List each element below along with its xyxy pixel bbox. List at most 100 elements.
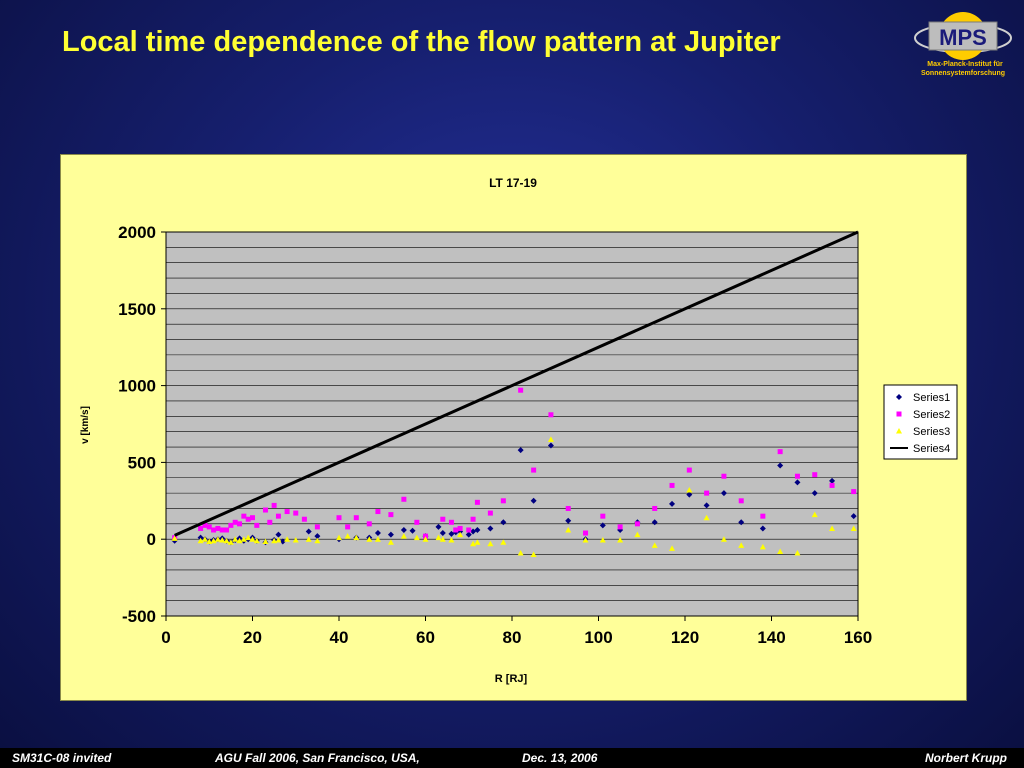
series2-point (548, 412, 554, 418)
legend-label: Series3 (913, 426, 950, 438)
legend-box (883, 384, 958, 460)
series3-point (223, 537, 230, 544)
series3-point (811, 511, 818, 518)
series3-point (422, 536, 429, 542)
series2-point (401, 496, 407, 502)
series2-point (388, 512, 394, 518)
series2-point (198, 525, 204, 531)
series3-point (720, 536, 727, 542)
series2-point (206, 524, 212, 530)
x-tick-label: 120 (671, 628, 699, 647)
series1-point (686, 491, 693, 498)
series3-point (271, 537, 278, 544)
series1-point (599, 522, 606, 529)
series3-point (171, 535, 178, 541)
series1-point (500, 519, 507, 526)
series4-line (174, 230, 859, 537)
x-tick-label: 140 (757, 628, 785, 647)
series3-point (448, 536, 455, 543)
series2-point (851, 489, 857, 495)
series3-point (617, 536, 624, 543)
series1-point (547, 442, 554, 449)
series2-point (336, 515, 342, 521)
series3-point (197, 537, 204, 544)
series3-point (738, 542, 745, 548)
series1-point (400, 526, 407, 533)
series3-point (314, 537, 321, 544)
footer-bar: SM31C-08 invited AGU Fall 2006, San Fran… (0, 748, 1024, 768)
series2-point (423, 533, 428, 539)
series2-point (760, 513, 766, 519)
series2-point (314, 524, 320, 530)
chart-area: -500 0 500 1000 1500 2000 0 20 40 60 80 100 120 140 16… (60, 154, 967, 701)
series3-point (794, 550, 801, 556)
series1-point (811, 490, 818, 497)
series1-point (448, 530, 455, 537)
series3-point (686, 487, 693, 493)
y-axis-label: v [km/s] (80, 406, 91, 444)
series1-point (314, 533, 321, 540)
x-tick-label: 0 (161, 628, 170, 647)
y-tick-label: 500 (128, 453, 156, 472)
series1-point (720, 490, 727, 497)
series1-point (387, 531, 394, 538)
series3-point (470, 540, 477, 547)
series2-point (375, 509, 381, 515)
series2-point (440, 516, 446, 522)
series2-point (262, 507, 268, 513)
series2-point (228, 522, 234, 528)
series3-point (253, 537, 260, 544)
series3-point (530, 551, 537, 558)
series2-point (271, 502, 277, 508)
legend-marker (896, 428, 902, 434)
series2-point (583, 530, 589, 536)
series2-point (518, 387, 524, 393)
series2-point (466, 527, 472, 533)
footer-meeting: AGU Fall 2006, San Francisco, USA, (215, 751, 420, 765)
x-axis-label: R [RJ] (495, 673, 528, 685)
footer-session: SM31C-08 invited (12, 751, 112, 765)
x-tick-label: 20 (243, 628, 262, 647)
series1-point (374, 530, 381, 537)
series2-point (366, 521, 372, 527)
series1-point (777, 462, 784, 469)
series2-point (652, 505, 658, 511)
series1-point (530, 497, 537, 504)
series2-point (353, 515, 359, 521)
series3-point (547, 436, 554, 442)
series3-point (435, 534, 442, 541)
x-tick-label: 40 (330, 628, 349, 647)
series2-point (275, 513, 281, 519)
series1-point (487, 525, 494, 532)
series2-point (219, 527, 225, 533)
series3-point (500, 539, 507, 545)
series3-point (565, 526, 572, 533)
series3-point (829, 525, 836, 531)
y-tick-label: 2000 (118, 223, 156, 242)
series3-point (387, 539, 394, 545)
series2-point (457, 525, 463, 531)
series3-point (249, 536, 256, 542)
series3-point (240, 536, 247, 542)
footer-author: Norbert Krupp (925, 751, 1007, 765)
mps-logo-graphic: MPS Max-Planck-Institut für Sonnensystem… (914, 12, 1012, 77)
series3-point (275, 536, 282, 543)
series3-point (353, 534, 360, 541)
series1-point (703, 502, 710, 509)
series3-point (201, 536, 208, 542)
series3-point (210, 537, 217, 544)
series2-point (600, 513, 606, 519)
series1-point (794, 479, 801, 486)
series2-point (245, 516, 251, 522)
series2-point (284, 509, 290, 515)
series2-point (448, 519, 454, 525)
legend-label: Series1 (913, 392, 950, 404)
series3-point (236, 537, 243, 544)
data-points (171, 230, 859, 558)
series1-point (850, 513, 857, 520)
series3-point (487, 540, 494, 547)
logo-text: MPS (939, 25, 987, 50)
series3-point (206, 538, 213, 545)
legend-marker (896, 394, 902, 400)
y-tick-label: 1000 (118, 377, 156, 396)
